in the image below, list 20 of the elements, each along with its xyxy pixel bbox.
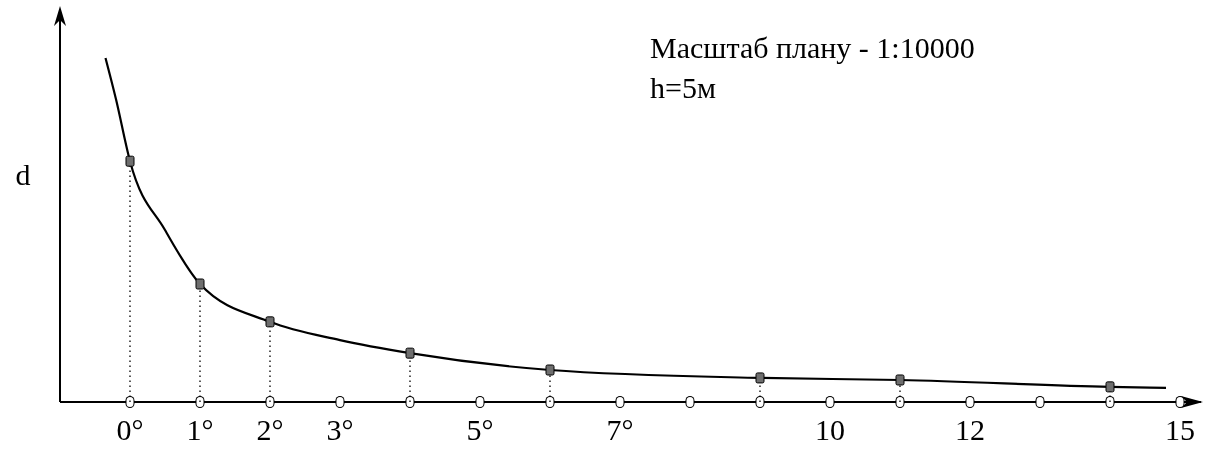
x-tick-label: 12 [955, 413, 985, 446]
point [895, 374, 905, 386]
point [265, 316, 275, 328]
x-tick-label: 5° [466, 413, 494, 446]
y-axis-title: d [15, 158, 31, 191]
x-tick-label: 15 [1165, 413, 1195, 446]
x-tick-label: 1° [186, 413, 214, 446]
annotation: h=5м [650, 71, 716, 104]
annotation: Масштаб плану - 1:10000 [650, 31, 975, 64]
point [195, 278, 205, 290]
x-tick-label: 2° [256, 413, 284, 446]
x-tick-label: 7° [606, 413, 634, 446]
point [545, 364, 555, 376]
point [755, 372, 765, 384]
x-tick-label: 10 [815, 413, 845, 446]
x-tick-label: 3° [326, 413, 354, 446]
x-tick-label: 0° [116, 413, 144, 446]
point [1105, 381, 1115, 393]
point [405, 347, 415, 359]
point [125, 155, 135, 167]
